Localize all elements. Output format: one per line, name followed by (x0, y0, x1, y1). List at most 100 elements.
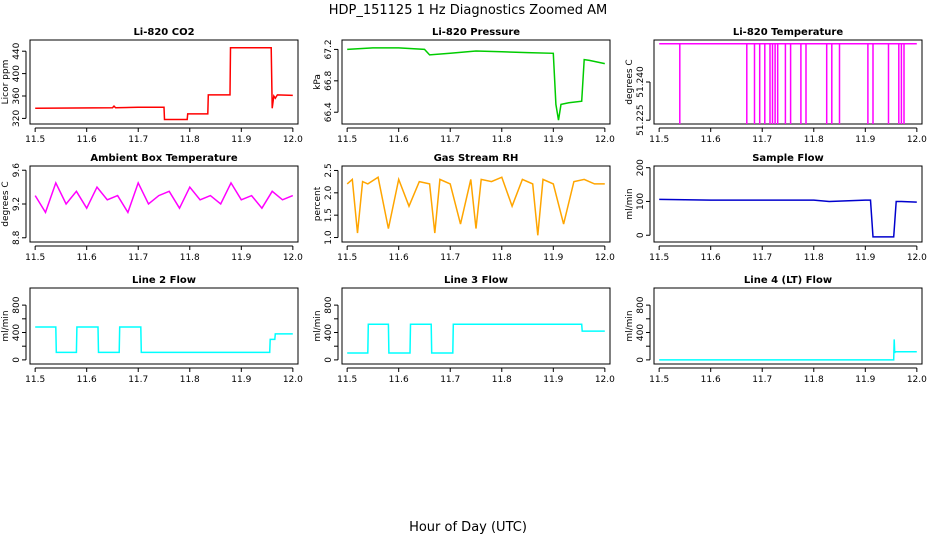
panel-2: Li-820 Pressure 11.5 11.6 11.7 11.8 11.9 12.0 6… (313, 27, 615, 145)
y-axis-label: degrees C (625, 59, 635, 104)
series-line-1 (347, 47, 605, 121)
y-axis-label: percent (313, 186, 323, 221)
y-axis-label: degrees C (1, 181, 11, 226)
y-tick-label: 2.5 (324, 163, 334, 177)
x-tick-label: 11.8 (492, 253, 512, 263)
x-tick-label: 11.7 (752, 253, 772, 263)
x-tick-label: 11.6 (701, 375, 721, 385)
figure-title: HDP_151125 1 Hz Diagnostics Zoomed AM (329, 3, 608, 18)
y-tick-label: 440 (12, 42, 22, 59)
x-tick-label: 11.5 (649, 135, 669, 145)
x-tick-label: 11.5 (649, 375, 669, 385)
y-tick-label: 2.0 (324, 185, 334, 200)
panel-title: Gas Stream RH (434, 153, 519, 164)
y-tick-label: 67.2 (324, 39, 334, 59)
x-tick-label: 11.5 (337, 135, 357, 145)
y-tick-label: 800 (636, 296, 646, 313)
x-tick-label: 11.7 (128, 253, 148, 263)
x-tick-label: 11.8 (180, 135, 200, 145)
x-tick-label: 11.8 (804, 253, 824, 263)
y-tick-label: 1.5 (324, 208, 334, 222)
x-tick-label: 12.0 (283, 135, 303, 145)
panel-6: Sample Flow 11.5 11.6 11.7 11.8 11.9 12.0 0 100 2… (625, 153, 927, 263)
x-tick-label: 11.5 (25, 253, 45, 263)
x-tick-label: 11.9 (855, 375, 875, 385)
x-tick-label: 11.7 (128, 375, 148, 385)
x-tick-label: 11.5 (25, 375, 45, 385)
x-tick-label: 11.6 (77, 135, 97, 145)
x-tick-label: 12.0 (283, 253, 303, 263)
series-line-1 (659, 339, 917, 361)
x-tick-label: 11.8 (492, 375, 512, 385)
x-tick-label: 11.9 (543, 135, 563, 145)
x-tick-label: 11.8 (492, 135, 512, 145)
x-tick-label: 11.6 (77, 253, 97, 263)
panel-5: Gas Stream RH 11.5 11.6 11.7 11.8 11.9 12.0 1.0… (313, 153, 615, 263)
x-tick-label: 11.5 (649, 253, 669, 263)
x-tick-label: 11.5 (25, 135, 45, 145)
y-tick-label: 0 (324, 357, 334, 363)
y-tick-label: 1.0 (324, 230, 334, 245)
x-tick-label: 11.7 (440, 253, 460, 263)
panel-1: Li-820 CO2 11.5 11.6 11.7 11.8 11.9 12.0 320 360… (1, 27, 303, 145)
y-axis-label: ml/min (1, 310, 11, 341)
x-tick-label: 11.9 (231, 253, 251, 263)
y-tick-label: 320 (12, 110, 22, 127)
y-tick-label: 51.240 (636, 66, 646, 98)
x-tick-label: 11.9 (231, 135, 251, 145)
x-tick-label: 11.9 (855, 135, 875, 145)
x-tick-label: 11.7 (440, 135, 460, 145)
series-line-1 (34, 180, 294, 215)
x-tick-label: 11.9 (543, 253, 563, 263)
y-tick-label: 400 (12, 65, 22, 82)
y-tick-label: 800 (12, 296, 22, 313)
y-axis-label: ml/min (625, 188, 635, 219)
plot-frame (341, 39, 611, 125)
x-tick-label: 11.8 (804, 135, 824, 145)
y-tick-label: 51.225 (636, 104, 646, 136)
panel-8: Line 3 Flow 11.5 11.6 11.7 11.8 11.9 12.0 0 400 8… (313, 275, 615, 385)
x-tick-label: 12.0 (595, 135, 615, 145)
x-tick-label: 11.5 (337, 375, 357, 385)
series-line-1 (346, 175, 605, 236)
series-line-1 (35, 47, 293, 121)
y-tick-label: 8.8 (12, 230, 22, 245)
plot-frame (341, 165, 611, 243)
x-tick-label: 11.7 (752, 375, 772, 385)
plot-frame (341, 287, 611, 365)
y-tick-label: 400 (324, 324, 334, 341)
y-tick-label: 66.8 (324, 71, 334, 91)
panel-4: Ambient Box Temperature 11.5 11.6 11.7 11.8 1… (1, 153, 303, 263)
x-tick-label: 12.0 (595, 253, 615, 263)
x-tick-label: 12.0 (907, 135, 927, 145)
panel-title: Sample Flow (752, 153, 824, 164)
series-line-1 (347, 323, 605, 354)
x-tick-label: 11.6 (701, 135, 721, 145)
panel-title: Li-820 Pressure (432, 27, 520, 38)
y-tick-label: 200 (636, 159, 646, 176)
x-tick-label: 11.8 (180, 375, 200, 385)
x-tick-label: 11.8 (804, 375, 824, 385)
y-tick-label: 9.2 (12, 197, 22, 211)
series-line-1 (659, 43, 917, 124)
y-tick-label: 800 (324, 296, 334, 313)
plot-frame (653, 39, 923, 125)
panel-title: Line 3 Flow (444, 275, 508, 286)
panel-3: Li-820 Temperature 11.5 11.6 11.7 11.8 11.9 12… (625, 27, 927, 145)
y-axis-label: Licor ppm (1, 60, 11, 105)
plot-frame (29, 165, 299, 243)
y-axis-label: ml/min (313, 310, 323, 341)
y-tick-label: 400 (636, 324, 646, 341)
plot-frame (653, 287, 923, 365)
panel-title: Line 2 Flow (132, 275, 196, 286)
y-tick-label: 100 (636, 193, 646, 210)
x-tick-label: 11.5 (337, 253, 357, 263)
series-line-1 (659, 198, 917, 238)
plot-frame (653, 165, 923, 243)
panel-title: Ambient Box Temperature (90, 153, 237, 164)
x-tick-label: 11.6 (701, 253, 721, 263)
panel-9: Line 4 (LT) Flow 11.5 11.6 11.7 11.8 11.9 12.0… (625, 275, 927, 385)
x-tick-label: 11.6 (389, 135, 409, 145)
y-tick-label: 9.6 (12, 163, 22, 178)
